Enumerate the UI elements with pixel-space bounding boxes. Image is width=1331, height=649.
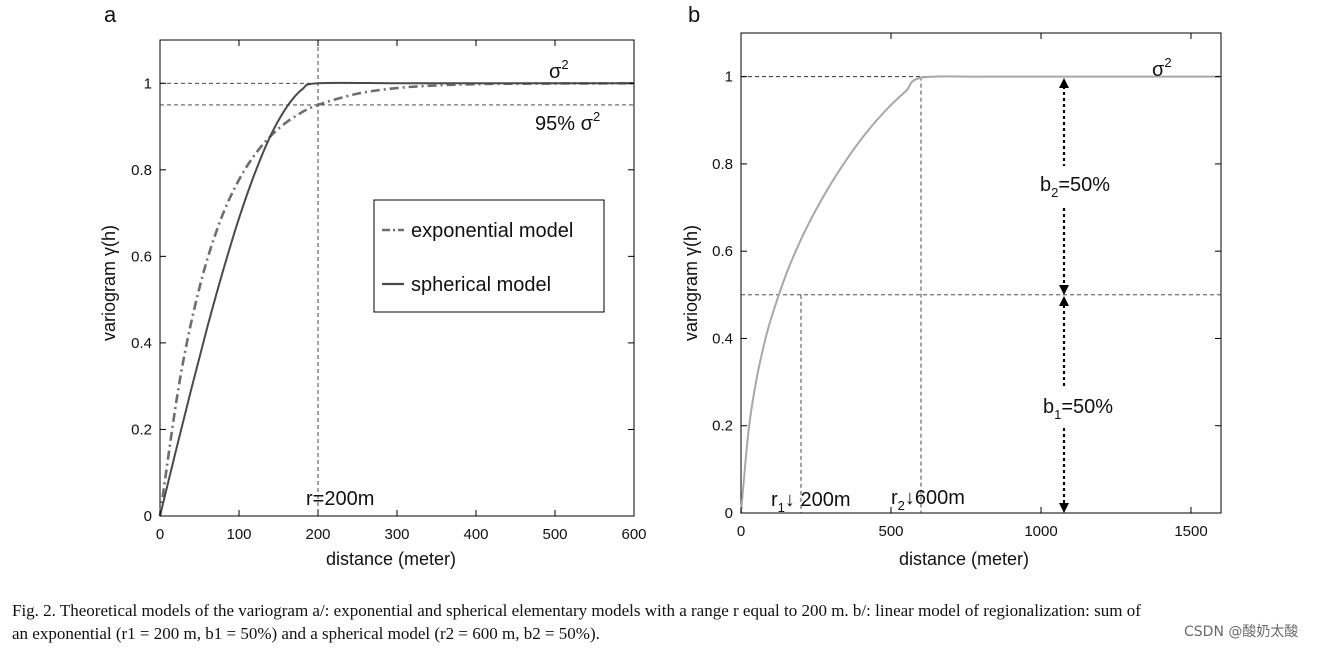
y-tick-label: 1 <box>144 75 152 92</box>
panel-b-sigma2-label: σ2 <box>1152 55 1172 81</box>
x-tick-label: 0 <box>156 526 164 543</box>
panel-b-contribution-arrows <box>1059 78 1069 513</box>
y-tick-label: 0.6 <box>712 243 733 260</box>
figure-caption: Fig. 2. Theoretical models of the variog… <box>12 599 1322 645</box>
panel-a-label: a <box>104 2 117 27</box>
y-tick-label: 0.2 <box>131 421 152 438</box>
r2-annotation: r2↓600m <box>891 487 965 513</box>
b2-arrow-down-head <box>1059 285 1069 295</box>
x-tick-label: 1000 <box>1024 523 1057 540</box>
panel-a-sigma2-label: σ2 <box>549 57 569 83</box>
y-tick-label: 0.4 <box>712 330 733 347</box>
panel-a-legend: exponential model spherical model <box>373 199 605 313</box>
y-tick-label: 0.2 <box>712 418 733 435</box>
panel-a-x-ticks: 0 100 200 300 400 500 600 <box>156 40 647 543</box>
y-tick-label: 0.8 <box>131 162 152 179</box>
r1-annotation: r1↓ 200m <box>771 489 851 515</box>
watermark: CSDN @酸奶太酸 <box>1184 624 1299 640</box>
panel-a-chart: a 0 100 200 300 400 500 600 0 0.2 0.4 0.6 0.8 1 dis… <box>99 2 647 569</box>
b1-annotation: b1=50% <box>1043 396 1113 422</box>
panel-b-series-group <box>740 75 1221 514</box>
caption-line-2: an exponential (r1 = 200 m, b1 = 50%) an… <box>12 624 600 643</box>
x-tick-label: 600 <box>621 526 646 543</box>
legend-box <box>373 199 605 313</box>
panel-b-reference-lines <box>741 76 1221 513</box>
x-tick-label: 200 <box>305 526 330 543</box>
panel-a-y-ticks: 0 0.2 0.4 0.6 0.8 1 <box>131 75 634 525</box>
legend-spherical-label: spherical model <box>411 274 551 296</box>
x-tick-label: 500 <box>878 523 903 540</box>
panel-b-x-ticks: 0 500 1000 1500 <box>737 33 1208 540</box>
legend-exponential-label: exponential model <box>411 220 573 242</box>
b2-arrow-up-head <box>1059 78 1069 88</box>
series-line-panel-b-0 <box>740 75 1221 514</box>
panel-b-axes-frame <box>740 32 1222 514</box>
y-tick-label: 0 <box>144 508 152 525</box>
panel-a-y-axis-label: variogram γ(h) <box>99 225 119 341</box>
x-tick-label: 0 <box>737 523 745 540</box>
y-tick-label: 0.4 <box>131 335 152 352</box>
y-tick-label: 0.8 <box>712 156 733 173</box>
x-tick-label: 400 <box>463 526 488 543</box>
b2-annotation: b2=50% <box>1040 174 1110 200</box>
y-tick-label: 0 <box>725 505 733 522</box>
x-tick-label: 500 <box>542 526 567 543</box>
y-tick-label: 0.6 <box>131 248 152 265</box>
y-tick-label: 1 <box>725 69 733 86</box>
x-tick-label: 100 <box>226 526 251 543</box>
b1-arrow-up-head <box>1059 296 1069 306</box>
panel-a-95pct-sigma2-label: 95% σ2 <box>535 109 600 135</box>
panel-b-x-axis-label: distance (meter) <box>899 549 1029 569</box>
panel-b-chart: b 0 500 1000 1500 0 0.2 0.4 0.6 0.8 1 distance (… <box>681 2 1222 569</box>
panel-a-range-label: r=200m <box>306 488 374 510</box>
series-line-spherical-model <box>159 81 634 517</box>
b1-arrow-down-head <box>1059 503 1069 513</box>
panel-b-y-ticks: 0 0.2 0.4 0.6 0.8 1 <box>712 69 1221 522</box>
panel-a-x-axis-label: distance (meter) <box>326 549 456 569</box>
series-line-exponential-model <box>158 82 635 517</box>
x-tick-label: 1500 <box>1174 523 1207 540</box>
panel-b-y-axis-label: variogram γ(h) <box>681 225 701 341</box>
caption-line-1: Fig. 2. Theoretical models of the variog… <box>12 601 1141 620</box>
panel-a-series-group <box>158 81 635 517</box>
panel-b-label: b <box>688 2 700 27</box>
x-tick-label: 300 <box>384 526 409 543</box>
